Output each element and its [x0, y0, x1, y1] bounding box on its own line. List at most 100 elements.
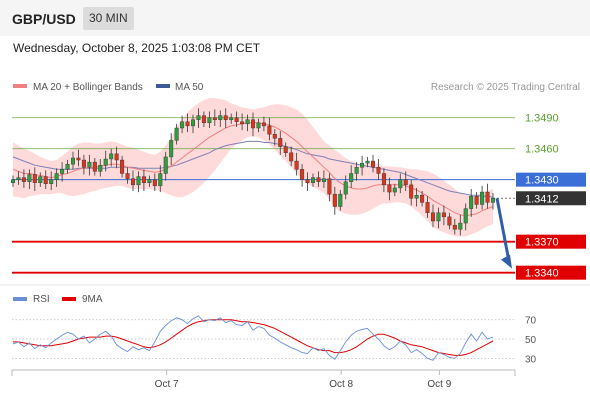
candle-body [392, 187, 397, 193]
legend-swatch-ma50 [156, 84, 170, 88]
candle-body [76, 157, 81, 161]
candle [16, 171, 21, 185]
candle-body [223, 115, 228, 120]
candle-body [289, 152, 294, 162]
candle-body [403, 179, 408, 186]
candle-body [409, 184, 414, 199]
candle-body [54, 173, 59, 180]
candle-body [441, 212, 446, 218]
candle [158, 165, 163, 193]
candle [212, 109, 217, 126]
candle [245, 114, 250, 132]
candle-body [332, 193, 337, 207]
candle [327, 173, 332, 202]
level-label-1.3412: 1.3412 [525, 193, 559, 205]
candle-body [256, 122, 261, 129]
candle [431, 204, 436, 228]
candle [87, 154, 92, 176]
candle-body [371, 160, 376, 168]
candle-body [283, 146, 288, 154]
candle-body [376, 167, 381, 174]
candle [447, 212, 452, 230]
candle-body [234, 117, 239, 122]
projection-arrow-head [501, 254, 512, 269]
candle [267, 117, 272, 141]
candle [169, 133, 174, 166]
candle-body [136, 176, 141, 186]
candle [485, 183, 490, 209]
candle [409, 179, 414, 206]
candle [300, 164, 305, 187]
price-panel: 1.3490 1.3460 1.3430 1.3412 1.3370 1.3340 [10, 98, 586, 280]
candle [278, 131, 283, 155]
candle-body [311, 177, 316, 183]
candle-body [485, 191, 490, 203]
candle [38, 172, 43, 187]
candle-body [81, 159, 86, 168]
candle-body [207, 117, 212, 124]
candle [414, 187, 419, 207]
legend-label-ma20: MA 20 + Bollinger Bands [33, 82, 143, 93]
candle-body [327, 178, 332, 195]
candle-body [343, 181, 348, 195]
candle-body [387, 184, 392, 193]
candle [349, 165, 354, 188]
candle-body [240, 121, 245, 125]
candle [392, 183, 397, 197]
candle-body [125, 173, 130, 179]
candle-body [420, 194, 425, 203]
credit-text: Research © 2025 Trading Central [431, 82, 580, 93]
candle [109, 148, 114, 167]
candle [43, 170, 48, 189]
candle [387, 177, 392, 201]
timeframe-button[interactable]: 30 MIN [83, 7, 134, 30]
candle-body [452, 224, 457, 230]
candle [174, 123, 179, 145]
candle [196, 108, 201, 128]
candle-body [180, 121, 185, 129]
candle [185, 113, 190, 133]
candle [65, 160, 70, 174]
candle-body [212, 117, 217, 120]
candle [136, 171, 141, 193]
candle-body [87, 161, 92, 168]
level-label-1.3370: 1.3370 [525, 237, 559, 249]
candle [54, 168, 59, 187]
candle [120, 155, 125, 178]
candle [436, 207, 441, 229]
candle-body [158, 173, 163, 187]
candle [283, 142, 288, 157]
candle-body [381, 173, 386, 186]
candle [207, 111, 212, 128]
candle [305, 172, 310, 192]
timestamp: Wednesday, October 8, 2025 1:03:08 PM CE… [13, 41, 261, 55]
candle-body [300, 169, 305, 180]
candle-body [201, 115, 206, 124]
candle-body [474, 195, 479, 205]
candle-body [130, 178, 135, 186]
rsi-line [12, 315, 494, 361]
candle-body [174, 127, 179, 141]
level-tag-1.3412 [516, 191, 586, 206]
candle [130, 170, 135, 192]
candle [381, 168, 386, 193]
legend-swatch-9ma [62, 297, 76, 301]
level-label-1.3430: 1.3430 [525, 175, 559, 187]
candle-body [267, 125, 272, 135]
candle-body [458, 222, 463, 230]
candle-body [316, 177, 321, 182]
candle [469, 188, 474, 217]
candle-body [305, 179, 310, 183]
candle-body [229, 117, 234, 120]
rsi-tick-50: 50 [525, 335, 537, 346]
candle-body [109, 153, 114, 160]
candle [223, 108, 228, 128]
candle [458, 214, 463, 236]
candle-body [425, 202, 430, 213]
instrument-title: GBP/USD [12, 11, 76, 27]
level-tag-1.3340 [516, 265, 586, 280]
candle [21, 169, 26, 188]
candle [371, 154, 376, 173]
rsi-tick-70: 70 [525, 316, 537, 327]
